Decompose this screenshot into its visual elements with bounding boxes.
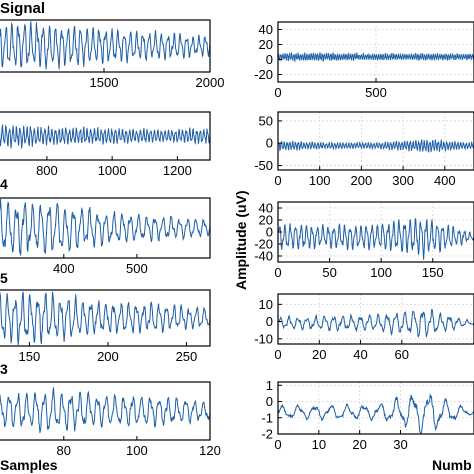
- y-tick-label: 20: [259, 37, 273, 52]
- x-tick-label: 50: [322, 265, 336, 280]
- axes-box: [0, 111, 211, 161]
- x-tick-label: 2000: [196, 75, 225, 90]
- x-tick-label: 1500: [90, 75, 119, 90]
- axes-box: [277, 381, 474, 435]
- signal-trace: [0, 21, 211, 70]
- x-tick-label: 500: [365, 85, 387, 100]
- signal-trace: [0, 124, 211, 149]
- x-tick-label: 40: [353, 347, 367, 362]
- left-column-title: Signal: [0, 0, 45, 17]
- x-tick-label: 150: [19, 349, 41, 364]
- y-tick-label: 0: [266, 394, 273, 409]
- y-tick-label: 50: [259, 113, 273, 128]
- y-tick-label: -2: [261, 427, 273, 442]
- x-tick-label: 80: [57, 443, 71, 458]
- y-tick-label: 0: [266, 52, 273, 67]
- x-tick-label: 0: [274, 437, 281, 452]
- y-tick-label: 1: [266, 378, 273, 393]
- x-tick-label: 10: [312, 437, 326, 452]
- x-tick-label: 20: [312, 347, 326, 362]
- x-tick-label: 400: [53, 261, 75, 276]
- signal-trace: [0, 387, 211, 433]
- y-tick-label: -1: [261, 410, 273, 425]
- y-tick-label: -50: [254, 158, 273, 173]
- x-tick-label: 800: [36, 163, 58, 178]
- left-panel-label-5: 3: [0, 361, 8, 377]
- y-tick-label: 0: [266, 136, 273, 151]
- x-tick-label: 0: [274, 265, 281, 280]
- signal-trace: [277, 139, 474, 153]
- right-x-axis-label: Numb: [432, 457, 472, 473]
- x-tick-label: 120: [199, 443, 221, 458]
- x-tick-label: 0: [274, 173, 281, 188]
- left-panel-label-3: 4: [0, 176, 8, 192]
- signal-trace: [277, 393, 474, 434]
- signal-trace: [0, 291, 211, 346]
- axes-box: [277, 293, 474, 345]
- x-tick-label: 200: [97, 349, 119, 364]
- axes-box: [277, 111, 474, 171]
- x-tick-label: 500: [126, 261, 148, 276]
- chart-panel-left-1: 1500 2000: [0, 19, 225, 90]
- x-tick-label: 1000: [98, 163, 127, 178]
- x-tick-label: 0: [274, 85, 281, 100]
- x-tick-label: 30: [393, 437, 407, 452]
- signal-trace: [0, 198, 211, 256]
- y-tick-label: -20: [254, 67, 273, 82]
- x-tick-label: 100: [126, 443, 148, 458]
- y-tick-label: 0: [266, 314, 273, 329]
- y-tick-label: 40: [259, 201, 273, 216]
- y-tick-label: -10: [254, 331, 273, 346]
- x-tick-label: 250: [176, 349, 198, 364]
- axes-box: [0, 289, 211, 347]
- x-tick-label: 1200: [163, 163, 192, 178]
- y-tick-label: -20: [254, 237, 273, 252]
- y-tick-label: -40: [254, 249, 273, 264]
- axes-box: [0, 197, 211, 259]
- x-tick-label: 400: [434, 173, 456, 188]
- signal-trace: [277, 52, 474, 62]
- signal-trace: [277, 308, 474, 338]
- y-tick-label: 20: [259, 213, 273, 228]
- x-tick-label: 0: [274, 347, 281, 362]
- right-y-axis-label: Amplitude (uV): [233, 190, 249, 290]
- chart-panel-left-2: 800 1000 1200: [0, 111, 211, 178]
- chart-panel-left-3: 400 500: [0, 197, 211, 276]
- signal-trace: [277, 218, 474, 260]
- x-tick-label: 100: [309, 173, 331, 188]
- chart-panel-left-4: 150 200 250: [0, 289, 211, 364]
- x-tick-label: 60: [395, 347, 409, 362]
- chart-panel-left-5: 80 100 120: [0, 381, 221, 458]
- y-tick-label: 40: [259, 22, 273, 37]
- x-tick-label: 150: [422, 265, 444, 280]
- axes-box: [0, 381, 211, 441]
- x-tick-label: 100: [370, 265, 392, 280]
- x-tick-label: 300: [392, 173, 414, 188]
- left-x-axis-label: Samples: [0, 457, 58, 473]
- left-panel-label-4: 5: [0, 270, 8, 286]
- x-tick-label: 20: [352, 437, 366, 452]
- y-tick-label: 10: [259, 297, 273, 312]
- y-tick-label: 0: [266, 225, 273, 240]
- x-tick-label: 200: [351, 173, 373, 188]
